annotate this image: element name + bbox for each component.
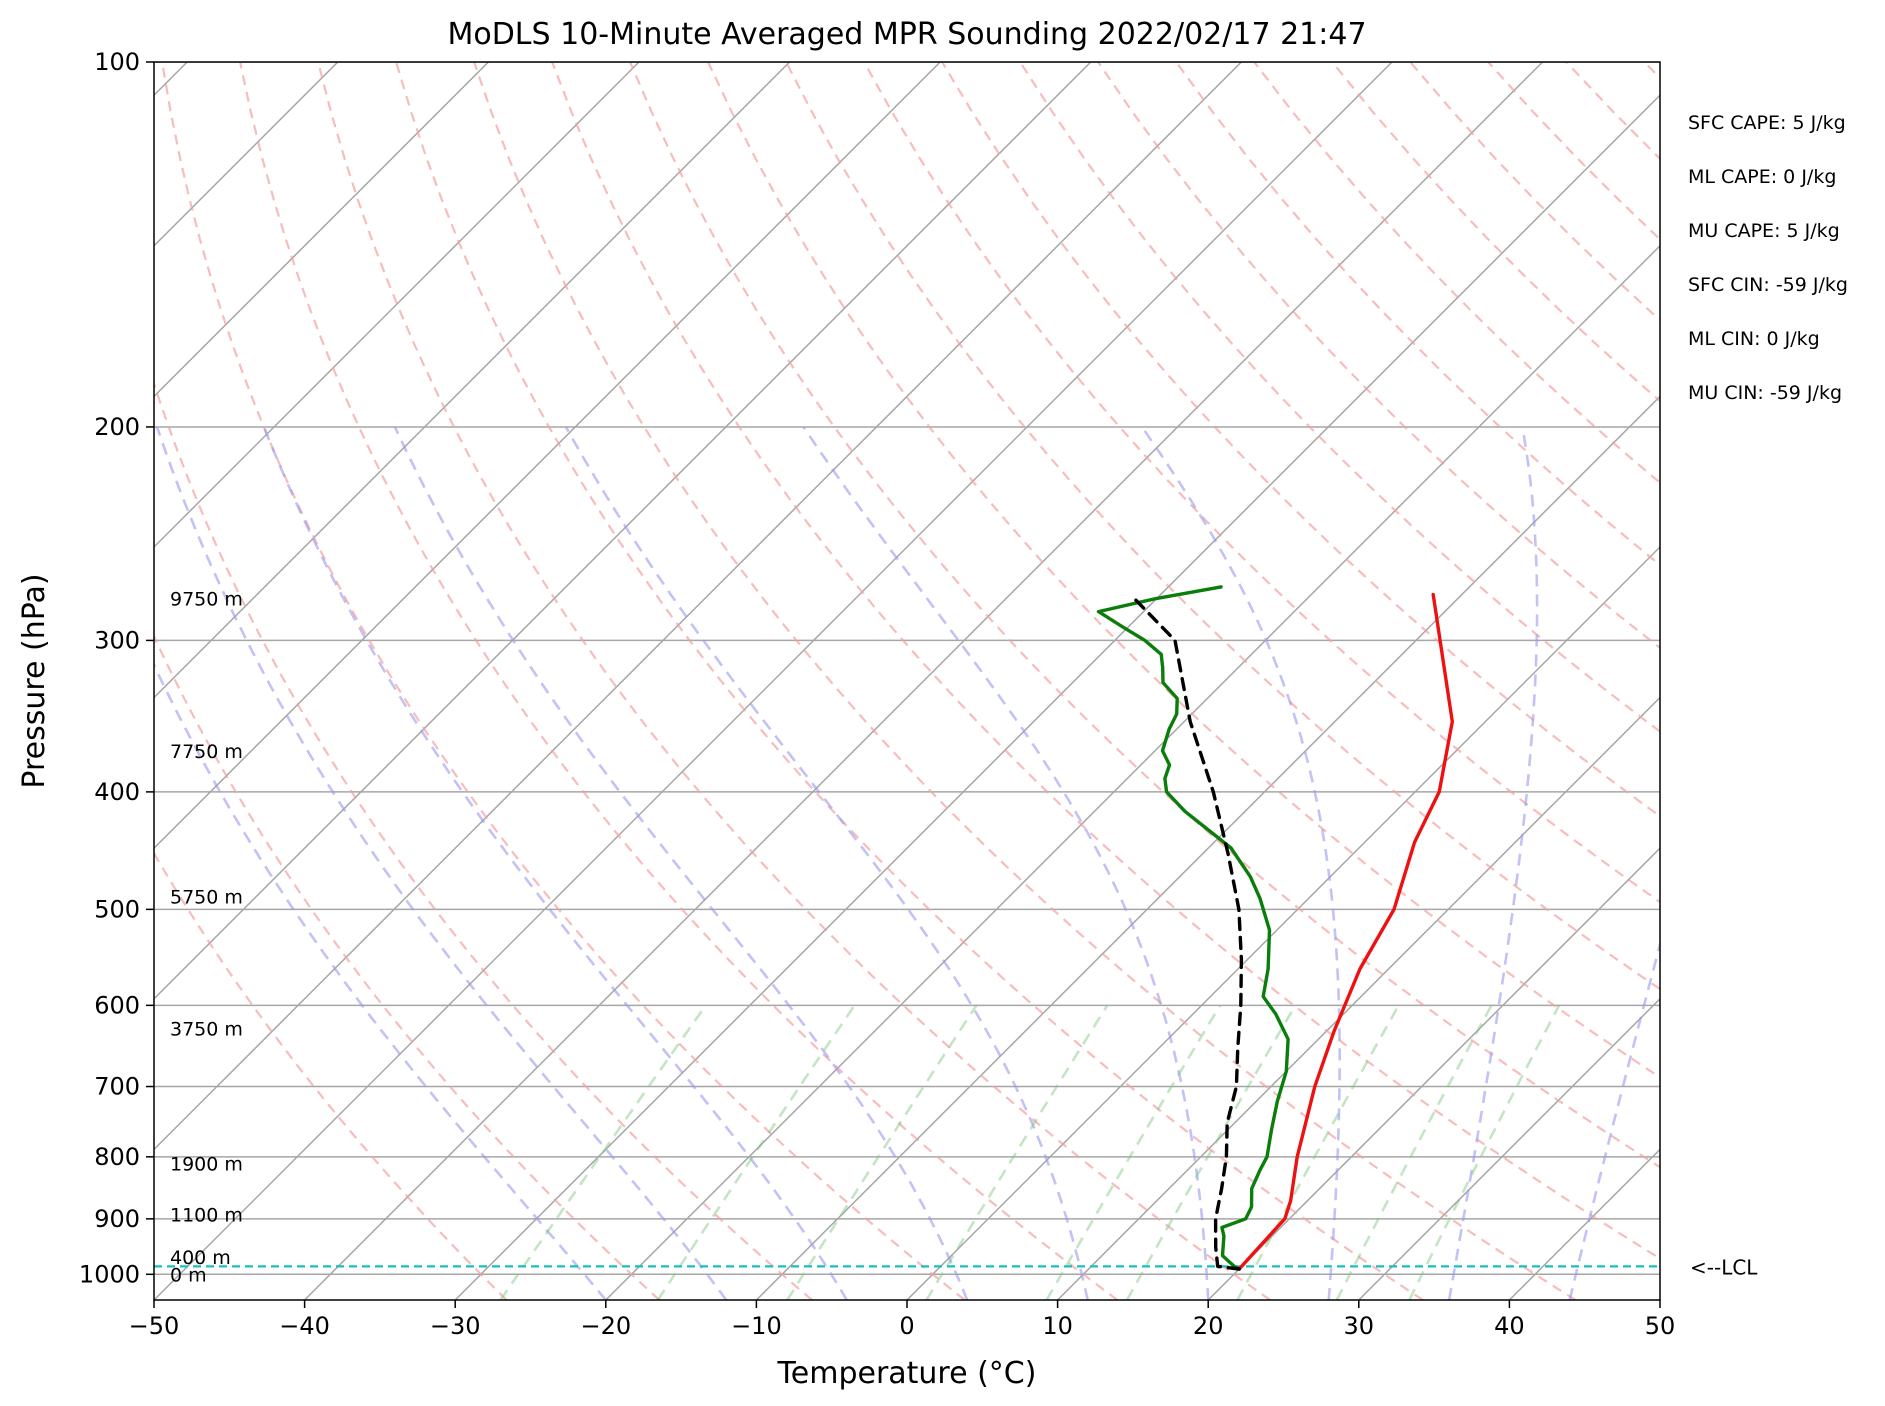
y-axis-label: Pressure (hPa) bbox=[17, 573, 52, 788]
isotherm-line bbox=[154, 62, 1242, 1151]
mixing-ratio-line bbox=[1236, 1004, 1400, 1300]
stat-label: ML CIN: 0 J/kg bbox=[1688, 328, 1820, 350]
y-tick-label: 700 bbox=[94, 1073, 140, 1101]
x-tick-label: −30 bbox=[430, 1312, 481, 1340]
dry-adiabat-line bbox=[154, 380, 813, 1300]
y-tick-label: 200 bbox=[94, 413, 140, 441]
mixing-ratio-lines bbox=[499, 1004, 1561, 1300]
series-layer bbox=[1096, 585, 1455, 1271]
mixing-ratio-line bbox=[656, 1004, 856, 1300]
chart-title: MoDLS 10-Minute Averaged MPR Sounding 20… bbox=[447, 17, 1366, 52]
isotherm-line bbox=[154, 62, 489, 398]
isotherm-line bbox=[304, 62, 1544, 1300]
dry-adiabat-line bbox=[785, 62, 1660, 991]
dry-adiabat-line bbox=[1097, 62, 1660, 650]
height-label: 3750 m bbox=[170, 1019, 243, 1041]
moist-adiabat-line bbox=[393, 426, 969, 1300]
stat-label: SFC CAPE: 5 J/kg bbox=[1688, 112, 1846, 134]
y-tick-label: 400 bbox=[94, 778, 140, 806]
moist-adiabat-line bbox=[564, 426, 1089, 1300]
mixing-ratio-line bbox=[1125, 1004, 1297, 1300]
y-tick-label: 1000 bbox=[79, 1260, 140, 1288]
height-label: 9750 m bbox=[170, 588, 243, 610]
x-tick-label: 30 bbox=[1344, 1312, 1375, 1340]
dry-adiabat-line bbox=[473, 62, 1577, 1300]
y-tick-label: 600 bbox=[94, 991, 140, 1019]
x-axis-label: Temperature (°C) bbox=[777, 1356, 1037, 1391]
isotherm-line bbox=[1358, 997, 1660, 1300]
isotherm-line bbox=[154, 62, 640, 549]
height-label: 1900 m bbox=[170, 1153, 243, 1175]
x-tick-label: 0 bbox=[899, 1312, 914, 1340]
dry-adiabat-lines bbox=[154, 62, 1660, 1300]
dry-adiabat-line bbox=[154, 633, 661, 1300]
stat-label: MU CIN: -59 J/kg bbox=[1688, 382, 1842, 404]
isotherm-line bbox=[1207, 847, 1660, 1300]
x-tick-label: 10 bbox=[1042, 1312, 1073, 1340]
x-tick-label: 20 bbox=[1193, 1312, 1224, 1340]
isotherm-line bbox=[605, 244, 1660, 1300]
isotherm-line bbox=[154, 62, 1092, 1000]
x-tick-label: −10 bbox=[731, 1312, 782, 1340]
isotherm-line bbox=[454, 94, 1660, 1300]
y-tick-label: 100 bbox=[94, 48, 140, 76]
moist-adiabat-line bbox=[1568, 939, 1660, 1300]
height-labels: 9750 m 7750 m 5750 m 3750 m 1900 m 1100 m 400 … bbox=[170, 588, 243, 1286]
y-axis-ticks: 100 200 300 400 500 600 700 800 900 1000 bbox=[79, 48, 154, 1288]
dry-adiabat-line bbox=[707, 62, 1660, 1079]
isotherm-line bbox=[154, 62, 941, 850]
mixing-ratio-line bbox=[1408, 1004, 1561, 1300]
height-label: 400 m bbox=[170, 1247, 231, 1269]
y-tick-label: 500 bbox=[94, 895, 140, 923]
isotherm-line bbox=[154, 62, 791, 699]
isotherm-line bbox=[1057, 696, 1660, 1300]
lcl-label: <--LCL bbox=[1690, 1255, 1758, 1279]
plot-background-lines bbox=[154, 62, 1660, 1300]
moist-adiabat-line bbox=[262, 426, 848, 1300]
x-axis-ticks: −50 −40 −30 −20 −10 0 10 20 30 40 50 bbox=[129, 1300, 1676, 1340]
stat-label: ML CAPE: 0 J/kg bbox=[1688, 166, 1836, 188]
dry-adiabat-line bbox=[629, 62, 1660, 1169]
x-tick-label: 40 bbox=[1494, 1312, 1525, 1340]
y-tick-label: 300 bbox=[94, 626, 140, 654]
height-label: 7750 m bbox=[170, 741, 243, 763]
height-label: 0 m bbox=[170, 1264, 207, 1286]
dry-adiabat-line bbox=[941, 62, 1660, 818]
dewpoint-line bbox=[1096, 585, 1290, 1271]
dry-adiabat-line bbox=[395, 62, 1424, 1300]
stat-label: SFC CIN: -59 J/kg bbox=[1688, 274, 1848, 296]
mixing-ratio-line bbox=[925, 1004, 1109, 1300]
dry-adiabat-line bbox=[161, 62, 966, 1300]
moist-adiabat-lines bbox=[154, 426, 1660, 1300]
height-label: 5750 m bbox=[170, 887, 243, 909]
stats-panel: SFC CAPE: 5 J/kg ML CAPE: 0 J/kg MU CAPE: … bbox=[1688, 112, 1848, 404]
x-tick-label: −20 bbox=[580, 1312, 631, 1340]
isotherm-line bbox=[154, 62, 1393, 1300]
isobar-grid bbox=[154, 62, 1660, 1276]
mixing-ratio-line bbox=[1335, 1004, 1493, 1300]
mixing-ratio-line bbox=[786, 1004, 978, 1300]
mixing-ratio-line bbox=[1045, 1004, 1222, 1300]
x-tick-label: 50 bbox=[1645, 1312, 1676, 1340]
dry-adiabat-line bbox=[154, 851, 508, 1300]
y-tick-label: 900 bbox=[94, 1205, 140, 1233]
temperature-line bbox=[1237, 592, 1455, 1271]
isotherm-line bbox=[906, 545, 1660, 1300]
parcel-line bbox=[1128, 592, 1244, 1271]
mixing-ratio-line bbox=[499, 1004, 707, 1300]
height-label: 1100 m bbox=[170, 1205, 243, 1227]
x-tick-label: −50 bbox=[129, 1312, 180, 1340]
x-tick-label: −40 bbox=[279, 1312, 330, 1340]
y-tick-label: 800 bbox=[94, 1143, 140, 1171]
stat-label: MU CAPE: 5 J/kg bbox=[1688, 220, 1840, 242]
dry-adiabat-line bbox=[239, 62, 1119, 1300]
